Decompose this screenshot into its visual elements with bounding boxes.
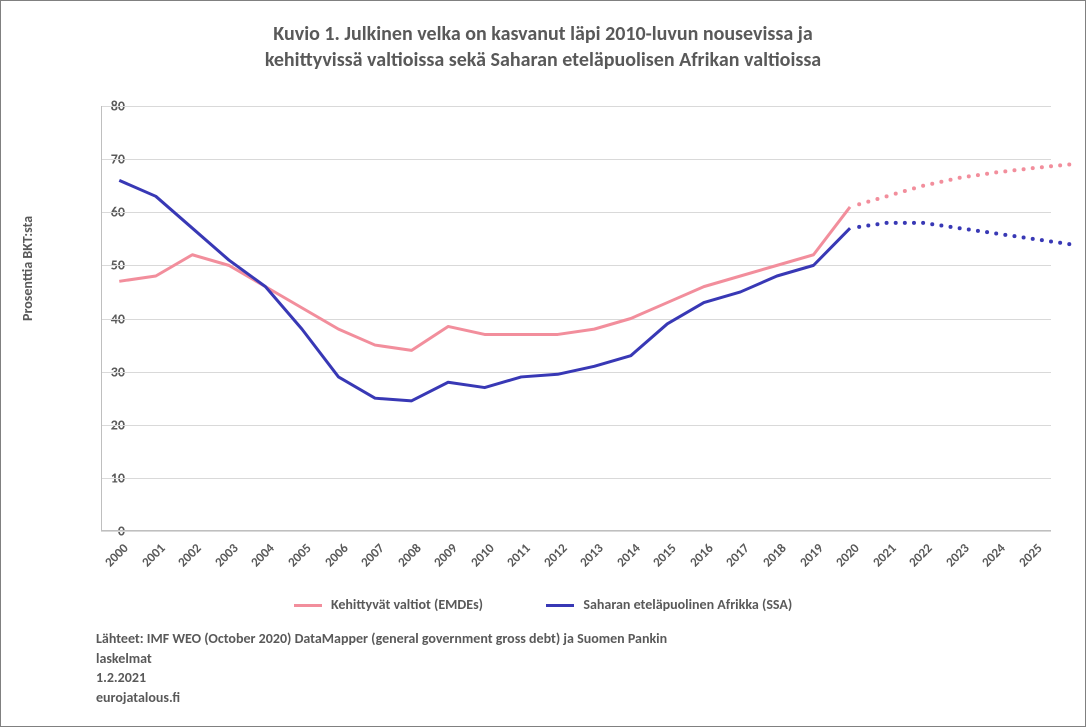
legend-label-emdes: Kehittyvät valtiot (EMDEs) — [331, 596, 483, 613]
chart-title: Kuvio 1. Julkinen velka on kasvanut läpi… — [1, 21, 1085, 73]
series-dot-0 — [866, 200, 870, 204]
series-dot-0 — [912, 186, 916, 190]
x-tick-label: 2019 — [780, 541, 826, 587]
gridline — [101, 531, 1051, 532]
chart-title-line2: kehittyvissä valtioissa sekä Saharan ete… — [265, 48, 821, 72]
series-dot-1 — [1040, 238, 1044, 242]
series-dot-0 — [967, 174, 971, 178]
series-dot-1 — [875, 222, 879, 226]
x-axis-line — [101, 530, 1051, 531]
series-dot-1 — [958, 226, 962, 230]
legend-item-ssa: Saharan eteläpuolinen Afrikka (SSA) — [546, 596, 792, 613]
series-dot-0 — [894, 192, 898, 196]
series-line-1 — [119, 180, 850, 400]
series-dot-0 — [903, 189, 907, 193]
x-tick-label: 2023 — [926, 541, 972, 587]
legend-swatch-emdes — [294, 604, 322, 607]
series-dot-1 — [912, 221, 916, 225]
series-dot-1 — [1012, 234, 1016, 238]
series-dot-1 — [1058, 241, 1062, 245]
series-dot-1 — [930, 222, 934, 226]
x-tick-label: 2025 — [999, 541, 1045, 587]
series-dot-1 — [857, 225, 861, 229]
series-dot-0 — [1049, 164, 1053, 168]
legend-label-ssa: Saharan eteläpuolinen Afrikka (SSA) — [583, 596, 792, 613]
chart-container: Kuvio 1. Julkinen velka on kasvanut läpi… — [0, 0, 1086, 727]
series-dot-1 — [885, 221, 889, 225]
x-tick-label: 2010 — [451, 541, 497, 587]
series-dot-0 — [1012, 168, 1016, 172]
source-line2: laskelmat — [96, 650, 152, 667]
series-dot-0 — [939, 180, 943, 184]
x-tick-label: 2018 — [744, 541, 790, 587]
legend-item-emdes: Kehittyvät valtiot (EMDEs) — [294, 596, 483, 613]
x-tick-label: 2000 — [86, 541, 132, 587]
source-line3: 1.2.2021 — [96, 669, 146, 686]
series-dot-1 — [939, 224, 943, 228]
series-dot-1 — [903, 221, 907, 225]
series-dot-0 — [875, 197, 879, 201]
x-tick-label: 2008 — [378, 541, 424, 587]
series-dot-1 — [967, 228, 971, 232]
series-dot-0 — [1022, 167, 1026, 171]
series-dot-0 — [885, 194, 889, 198]
series-dot-1 — [866, 224, 870, 228]
series-dot-1 — [894, 221, 898, 225]
x-tick-label: 2006 — [305, 541, 351, 587]
series-dot-1 — [985, 230, 989, 234]
source-line1: Lähteet: IMF WEO (October 2020) DataMapp… — [96, 630, 667, 647]
series-dot-1 — [976, 229, 980, 233]
series-dot-1 — [1031, 237, 1035, 241]
y-axis-label: Prosenttia BKT:sta — [19, 216, 36, 321]
y-axis-line — [101, 106, 102, 531]
series-line-0 — [119, 207, 850, 350]
legend: Kehittyvät valtiot (EMDEs) Saharan etelä… — [1, 596, 1085, 613]
source-line4: eurojatalous.fi — [96, 689, 180, 706]
x-tick-label: 2004 — [232, 541, 278, 587]
legend-swatch-ssa — [546, 604, 574, 607]
series-dot-0 — [958, 176, 962, 180]
series-dot-0 — [1031, 166, 1035, 170]
series-dot-0 — [994, 170, 998, 174]
series-dot-1 — [921, 221, 925, 225]
line-series — [101, 106, 1051, 531]
series-dot-1 — [1022, 235, 1026, 239]
series-dot-0 — [985, 172, 989, 176]
x-tick-label: 2017 — [707, 541, 753, 587]
x-tick-label: 2005 — [269, 541, 315, 587]
series-dot-0 — [857, 202, 861, 206]
plot-area — [101, 106, 1051, 531]
series-dot-0 — [976, 173, 980, 177]
series-dot-0 — [1067, 162, 1071, 166]
series-dot-0 — [1058, 163, 1062, 167]
source-text: Lähteet: IMF WEO (October 2020) DataMapp… — [96, 629, 667, 707]
series-dot-1 — [994, 232, 998, 236]
series-dot-1 — [1003, 233, 1007, 237]
series-dot-1 — [1049, 239, 1053, 243]
series-dot-1 — [949, 225, 953, 229]
series-dot-0 — [930, 182, 934, 186]
series-dot-0 — [949, 178, 953, 182]
series-dot-0 — [921, 184, 925, 188]
series-dot-0 — [1003, 169, 1007, 173]
x-tick-label: 2021 — [853, 541, 899, 587]
series-dot-0 — [1040, 165, 1044, 169]
chart-title-line1: Kuvio 1. Julkinen velka on kasvanut läpi… — [273, 22, 812, 46]
series-dot-1 — [1067, 242, 1071, 246]
